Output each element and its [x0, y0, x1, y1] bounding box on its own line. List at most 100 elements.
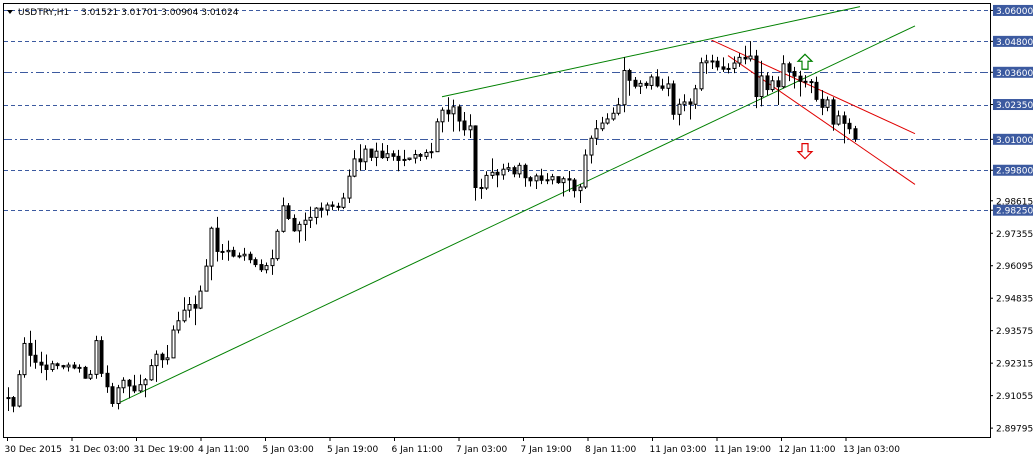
- candle: [677, 98, 682, 126]
- candle: [374, 142, 379, 167]
- candle-body: [737, 56, 742, 64]
- candle-body: [171, 329, 176, 359]
- candle: [748, 41, 753, 62]
- candle-body: [297, 223, 302, 232]
- candle-body: [842, 115, 847, 124]
- candle-body: [457, 106, 462, 122]
- candle: [545, 173, 550, 185]
- candle: [737, 53, 742, 67]
- candle: [105, 365, 110, 393]
- candles: [6, 41, 858, 413]
- candle-body: [622, 69, 627, 106]
- candle-body: [215, 227, 220, 252]
- candle-body: [363, 148, 368, 163]
- candle-body: [248, 253, 253, 261]
- candle-body: [759, 75, 764, 98]
- level-badge: [993, 133, 1033, 145]
- level-badge-label: 3.04800: [996, 38, 1033, 48]
- candle-body: [325, 204, 330, 211]
- candle: [28, 330, 33, 367]
- candle: [671, 80, 676, 120]
- candle-body: [699, 62, 704, 90]
- candle-body: [462, 120, 467, 131]
- candle-body: [814, 81, 819, 100]
- candle: [259, 259, 264, 273]
- candle-body: [385, 153, 390, 159]
- time-tick-label: 5 Jan 19:00: [327, 445, 379, 455]
- candle: [292, 214, 297, 232]
- candle-body: [517, 164, 522, 175]
- trendline-resistance-2[interactable]: [727, 55, 916, 185]
- candle: [396, 149, 401, 172]
- candle: [99, 336, 104, 377]
- time-tick-label: 12 Jan 11:00: [779, 445, 836, 455]
- candle-body: [55, 363, 60, 367]
- sell-arrow-icon[interactable]: [796, 143, 814, 160]
- candle-body: [616, 104, 621, 114]
- trendline-support[interactable]: [117, 25, 916, 404]
- candle-body: [468, 125, 473, 131]
- candle-body: [754, 55, 759, 98]
- candle: [853, 125, 858, 142]
- candle: [61, 364, 66, 370]
- candle-body: [743, 56, 748, 60]
- candle-body: [226, 249, 231, 253]
- candle: [347, 169, 352, 203]
- candle: [501, 163, 506, 180]
- candle: [479, 178, 484, 199]
- time-tick-label: 7 Jan 03:00: [456, 445, 508, 455]
- candle-body: [666, 83, 671, 89]
- candle: [622, 57, 627, 113]
- candle-body: [231, 249, 236, 257]
- candle: [506, 162, 511, 173]
- candle-body: [308, 216, 313, 221]
- candle-body: [583, 154, 588, 188]
- candle-body: [770, 80, 775, 91]
- candle-body: [264, 265, 269, 271]
- candle-body: [545, 179, 550, 182]
- candle-body: [528, 177, 533, 182]
- time-tick-label: 11 Jan 19:00: [714, 445, 771, 455]
- candle-body: [506, 167, 511, 170]
- candle-body: [303, 219, 308, 225]
- buy-arrow-icon[interactable]: [796, 53, 814, 70]
- candle-body: [193, 304, 198, 309]
- candle: [836, 110, 841, 126]
- candle: [765, 72, 770, 96]
- candle: [352, 150, 357, 178]
- candle-body: [847, 122, 852, 130]
- candle-body: [495, 171, 500, 176]
- candle: [721, 57, 726, 73]
- candle-body: [765, 75, 770, 91]
- candle: [72, 361, 77, 370]
- candle-body: [44, 364, 49, 370]
- candle-body: [715, 60, 720, 68]
- candle: [633, 76, 638, 89]
- trendline-upper[interactable]: [441, 6, 861, 98]
- candle: [842, 111, 847, 144]
- candle-body: [143, 379, 148, 386]
- candle-body: [187, 304, 192, 311]
- candle-body: [396, 155, 401, 161]
- candle: [6, 387, 11, 411]
- candle-body: [633, 79, 638, 87]
- candle-body: [165, 357, 170, 361]
- level-badge-label: 3.01000: [996, 136, 1033, 146]
- candle: [341, 192, 346, 210]
- candle: [215, 216, 220, 262]
- candle-body: [154, 353, 159, 367]
- candle: [314, 207, 319, 225]
- candle: [325, 202, 330, 216]
- price-tick-label: 2.96095: [996, 262, 1033, 272]
- candle-body: [110, 386, 115, 404]
- candle-body: [572, 179, 577, 192]
- triangle-down-icon[interactable]: [7, 10, 13, 14]
- candle: [462, 111, 467, 136]
- candle: [704, 54, 709, 74]
- candle-body: [578, 186, 583, 192]
- candle: [539, 168, 544, 185]
- candle: [187, 297, 192, 318]
- candle: [242, 247, 247, 261]
- candle: [776, 76, 781, 106]
